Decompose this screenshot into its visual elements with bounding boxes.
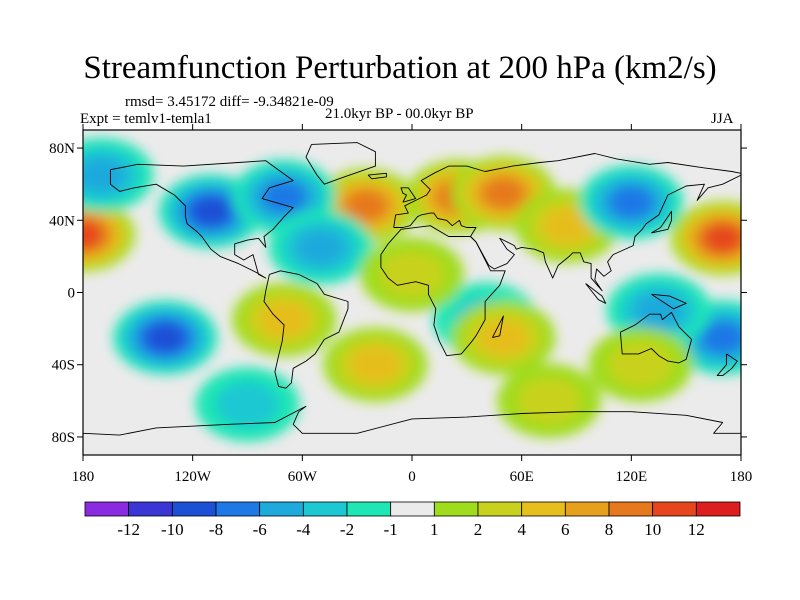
anomaly-center-16-level-2 [350, 346, 401, 384]
anomaly-center-8-level-2 [295, 229, 346, 266]
colorbar-swatch-7 [390, 501, 435, 517]
colorbar-label-0: -12 [117, 520, 140, 539]
coastline-antarctica [83, 405, 741, 436]
stats-text: rmsd= 3.45172 diff= -9.34821e-09 [125, 94, 334, 110]
anomaly-center-15-level-2 [258, 301, 310, 338]
colorbar-swatch-9 [477, 501, 523, 517]
colorbar-swatch-3 [215, 501, 261, 517]
colorbar-label-3: -6 [253, 520, 267, 539]
colorbar-swatch-11 [564, 501, 610, 517]
anomaly-center-3-level-5 [704, 224, 741, 252]
anomaly-center-19-level-1 [380, 251, 444, 298]
y-tick-label-0: 80N [49, 141, 75, 157]
anomaly-center-7-level-3 [262, 180, 307, 213]
colorbar-label-12: 10 [644, 520, 661, 539]
y-tick-label-4: 80S [52, 430, 75, 446]
coastline-new-guinea [651, 293, 687, 310]
colorbar-swatch-2 [171, 501, 217, 517]
x-tick-label-5: 120E [615, 469, 647, 485]
colorbar-label-6: -1 [384, 520, 398, 539]
colorbar-label-4: -4 [296, 520, 311, 539]
anomaly-center-1-level-4 [483, 178, 524, 208]
coastline-iceland [367, 172, 387, 180]
coastlines [83, 142, 741, 436]
colorbar-label-8: 2 [474, 520, 483, 539]
coastline-britain [400, 187, 417, 203]
anomaly-field [83, 130, 741, 455]
colorbar-label-11: 8 [605, 520, 614, 539]
colorbar-swatch-0 [84, 501, 130, 517]
anomaly-center-12-level-3 [700, 321, 741, 354]
colorbar-label-2: -8 [209, 520, 223, 539]
anomaly-center-13-level-2 [633, 292, 685, 329]
coastline-south-america [263, 270, 349, 389]
coastline-new-zealand [716, 353, 738, 377]
anomaly-center-10-level-2 [83, 156, 127, 194]
x-tick-label-3: 0 [408, 469, 416, 485]
y-tick-label-3: 40S [52, 358, 75, 374]
season-text: JJA [711, 111, 734, 127]
y-tick-label-2: 0 [68, 286, 76, 302]
x-tick-label-4: 60E [510, 469, 534, 485]
chart-title: Streamfunction Perturbation at 200 hPa (… [83, 50, 717, 86]
colorbar-label-9: 4 [517, 520, 526, 539]
coastline-greenland [305, 142, 376, 185]
colorbar-label-13: 12 [688, 520, 705, 539]
coastline-australia [619, 311, 693, 364]
anomaly-center-6-level-4 [190, 196, 231, 226]
coastline-borneo-sumatra [585, 283, 607, 304]
anomaly-center-21-level-1 [517, 377, 582, 424]
colorbar-swatch-1 [128, 501, 173, 517]
anomaly-center-2-level-4 [346, 191, 387, 221]
colorbar-label-1: -10 [161, 520, 184, 539]
colorbar-swatch-4 [259, 501, 304, 517]
colorbar-swatch-12 [608, 501, 654, 517]
colorbar-label-5: -2 [340, 520, 354, 539]
x-tick-label-0: 180 [72, 469, 95, 485]
coastline-madagascar [491, 315, 504, 339]
coastline-north-america [109, 160, 294, 279]
colorbar-swatch-13 [652, 501, 697, 517]
coastline-africa [380, 225, 506, 357]
x-tick-label-6: 180 [730, 469, 753, 485]
anomaly-center-17-level-2 [478, 319, 529, 356]
anomaly-center-18-level-1 [608, 341, 673, 388]
colorbar-swatch-6 [346, 501, 392, 517]
colorbar-swatch-14 [695, 501, 741, 517]
colorbar-label-10: 6 [561, 520, 570, 539]
anomaly-center-4-level-5 [83, 221, 102, 249]
period-text: 21.0kyr BP - 00.0kyr BP [325, 106, 474, 122]
colorbar-swatch-10 [521, 501, 566, 517]
y-tick-label-1: 40N [49, 213, 75, 229]
coastline-japan [651, 210, 672, 234]
anomaly-center-11-level-4 [145, 323, 186, 353]
x-tick-label-2: 60W [288, 469, 318, 485]
coastline-eurasia [393, 153, 741, 292]
anomaly-center-20-level-1 [215, 381, 280, 428]
x-tick-label-1: 120W [174, 469, 212, 485]
experiment-text: Expt = temlv1-temla1 [80, 111, 212, 127]
colorbar-label-7: 1 [430, 520, 439, 539]
anomaly-center-5-level-2 [542, 207, 593, 244]
colorbar-swatch-5 [302, 501, 348, 517]
anomaly-center-9-level-3 [609, 186, 654, 219]
colorbar-swatch-8 [433, 501, 479, 517]
